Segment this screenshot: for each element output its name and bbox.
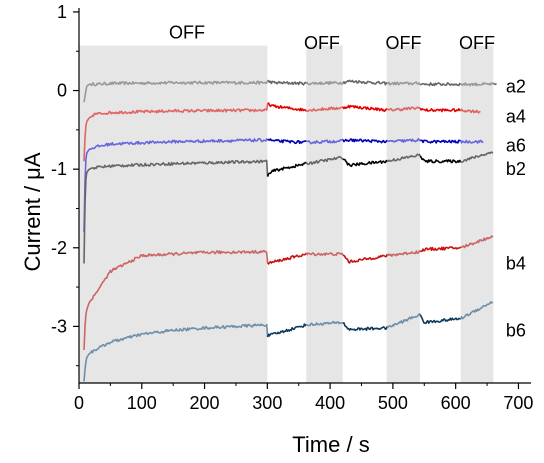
series-b6-line-1 (266, 323, 307, 338)
series-a2-line-1 (267, 79, 307, 86)
series-a4-line-6 (459, 108, 481, 114)
off-region-1 (79, 45, 268, 384)
series-b6-line-0 (83, 323, 269, 382)
series-b6-line-6 (459, 301, 494, 320)
series-b6-line-4 (386, 312, 421, 328)
series-a6-line-0 (83, 138, 269, 233)
series-label-a2: a2 (506, 77, 526, 97)
series-a4-line-4 (386, 106, 421, 112)
series-a2-line-7 (493, 82, 497, 86)
series-b2-line-1 (266, 161, 307, 177)
series-b6-line-2 (306, 320, 344, 327)
series-a6-line-5 (420, 139, 461, 144)
series-b2-line-6 (460, 151, 494, 163)
series-b6-line-3 (342, 322, 388, 332)
series-a2-line-2 (305, 80, 344, 86)
series-lines (83, 79, 497, 382)
series-label-a4: a4 (506, 106, 526, 126)
series-a6-line-1 (267, 138, 307, 145)
series-a6-line-6 (459, 139, 484, 144)
series-label-b2: b2 (506, 159, 526, 179)
x-tick-label-400: 400 (315, 393, 345, 413)
x-tick-label-200: 200 (190, 393, 220, 413)
series-b4-line-3 (342, 253, 388, 264)
series-b4-line-4 (386, 250, 421, 258)
series-a2-line-0 (83, 80, 269, 103)
x-tick-label-0: 0 (74, 393, 84, 413)
off-region-4 (460, 45, 494, 384)
y-tick-label-1: 1 (57, 2, 67, 22)
series-label-b4: b4 (506, 254, 526, 274)
state-label-off-7: OFF (459, 33, 495, 53)
series-a6-line-2 (306, 138, 343, 145)
series-a4-line-0 (83, 103, 269, 162)
x-tick-label-700: 700 (503, 393, 533, 413)
series-b4-line-6 (460, 235, 494, 249)
series-b4-line-5 (419, 246, 462, 253)
series-b2-line-3 (342, 158, 388, 168)
x-tick-label-100: 100 (127, 393, 157, 413)
series-a2-line-4 (386, 81, 421, 86)
series-b2-line-0 (83, 159, 269, 264)
y-tick-label--3: -3 (51, 316, 67, 336)
series-b4-line-0 (83, 249, 269, 351)
x-tick-label-300: 300 (252, 393, 282, 413)
series-labels: a2 a4 a6 b2 b4 b6 (506, 77, 526, 341)
axes (73, 8, 531, 389)
series-a6-line-4 (386, 138, 421, 143)
off-region-2 (306, 45, 343, 384)
series-a4-line-5 (419, 107, 462, 113)
x-tick-label-500: 500 (378, 393, 408, 413)
series-a2-line-6 (460, 82, 494, 87)
series-label-a6: a6 (506, 136, 526, 156)
y-axis-title: Current / μA (20, 152, 45, 271)
series-label-b6: b6 (506, 320, 526, 340)
off-region-3 (386, 45, 420, 384)
tick-labels: 0 100 200 300 400 500 600 700 1 0 -1 -2 -3 (51, 2, 533, 413)
series-a2-line-3 (342, 79, 388, 86)
y-tick-label-0: 0 (57, 81, 67, 101)
series-b2-line-4 (387, 153, 421, 163)
series-b4-line-2 (305, 252, 344, 257)
x-tick-label-600: 600 (441, 393, 471, 413)
series-a4-line-1 (267, 102, 307, 112)
series-b4-line-1 (267, 252, 307, 265)
series-b2-line-2 (305, 156, 344, 166)
y-tick-label--2: -2 (51, 238, 67, 258)
series-b2-line-5 (419, 155, 462, 164)
series-a6-line-3 (342, 138, 388, 144)
off-regions (79, 45, 494, 384)
series-a4-line-3 (342, 104, 388, 113)
series-b6-line-5 (419, 314, 462, 325)
series-a2-line-5 (420, 82, 461, 87)
x-axis-title: Time / s (292, 432, 369, 457)
state-label-off-1: OFF (169, 23, 205, 43)
series-a4-line-2 (306, 106, 344, 113)
state-label-off-3: OFF (304, 33, 340, 53)
state-labels: OFFONOFFONOFFONOFF (169, 23, 495, 53)
y-tick-label--1: -1 (51, 159, 67, 179)
state-label-off-5: OFF (386, 33, 422, 53)
